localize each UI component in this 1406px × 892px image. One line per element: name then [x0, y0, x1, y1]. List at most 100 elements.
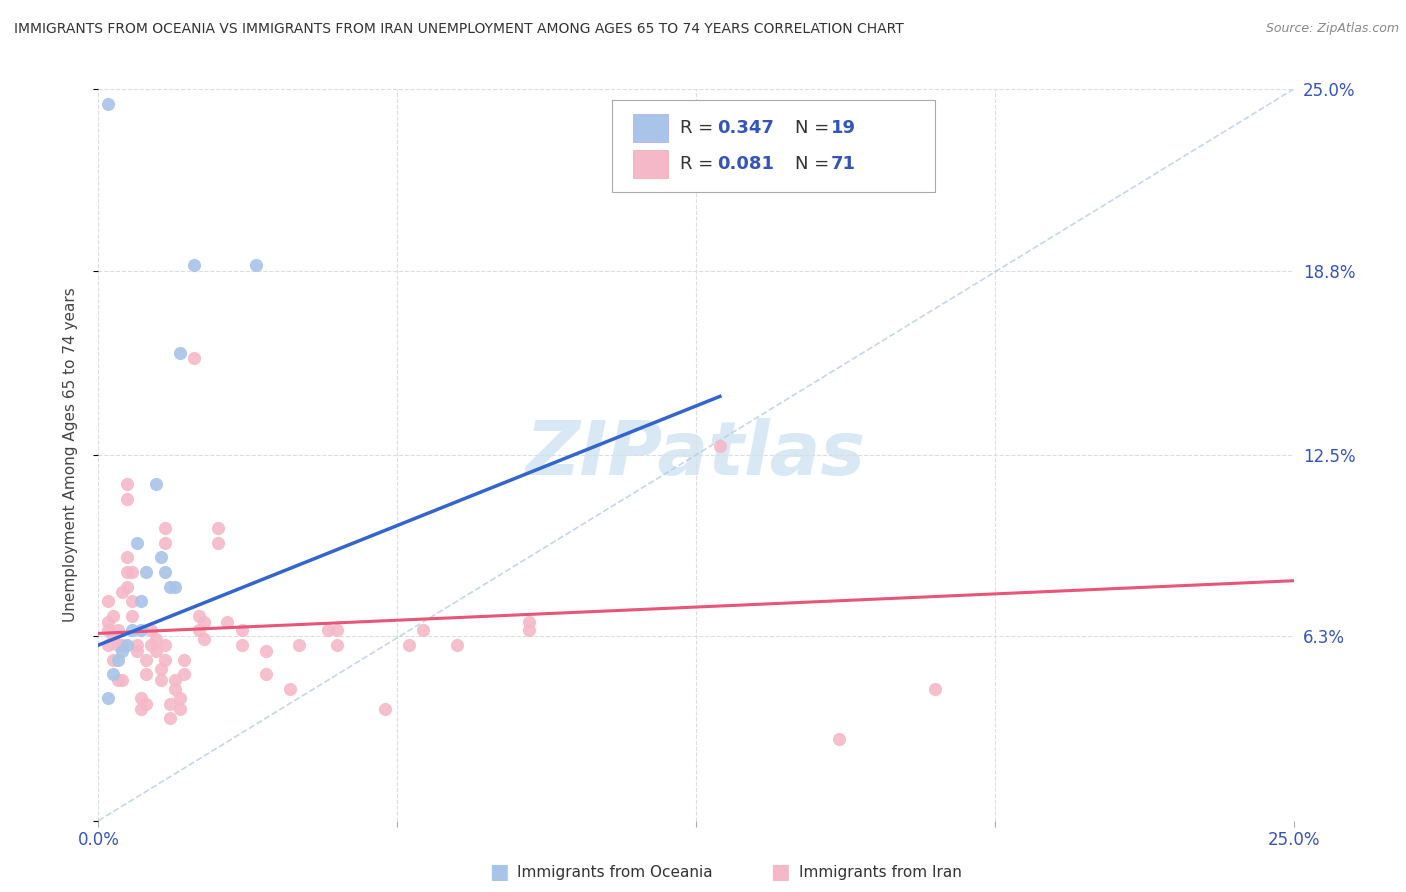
Point	[107, 653, 129, 667]
Point	[446, 638, 468, 652]
Point	[231, 624, 253, 638]
Point	[145, 644, 167, 658]
Point	[155, 535, 177, 549]
Point	[145, 632, 167, 647]
Point	[398, 638, 420, 652]
Point	[187, 608, 209, 623]
Point	[163, 673, 186, 688]
Point	[111, 673, 134, 688]
Point	[169, 702, 191, 716]
Text: ■: ■	[489, 863, 509, 882]
Point	[163, 681, 186, 696]
Point	[139, 624, 162, 638]
Text: Immigrants from Iran: Immigrants from Iran	[799, 865, 962, 880]
Point	[145, 477, 167, 491]
Point	[121, 594, 143, 608]
Point	[326, 638, 349, 652]
Point	[149, 661, 172, 675]
Text: 71: 71	[831, 155, 856, 173]
Point	[207, 535, 229, 549]
Point	[115, 491, 138, 506]
Point	[135, 697, 157, 711]
Bar	[633, 114, 668, 142]
Point	[115, 550, 138, 565]
Point	[169, 690, 191, 705]
Point	[159, 711, 181, 725]
Point	[97, 638, 120, 652]
Point	[139, 638, 162, 652]
Point	[828, 731, 851, 746]
Point	[121, 565, 143, 579]
Point	[217, 615, 239, 629]
FancyBboxPatch shape	[613, 100, 935, 192]
Text: N =: N =	[796, 155, 835, 173]
Point	[131, 690, 153, 705]
Point	[169, 345, 191, 359]
Point	[155, 565, 177, 579]
Point	[155, 521, 177, 535]
Point	[374, 702, 396, 716]
Point	[125, 644, 148, 658]
Point	[101, 608, 124, 623]
Text: ■: ■	[770, 863, 790, 882]
Text: 19: 19	[831, 119, 856, 137]
Point	[245, 258, 267, 272]
Point	[131, 702, 153, 716]
Point	[125, 638, 148, 652]
Point	[159, 580, 181, 594]
Point	[254, 667, 277, 681]
Point	[924, 681, 946, 696]
Point	[101, 653, 124, 667]
Point	[163, 580, 186, 594]
Text: R =: R =	[681, 119, 720, 137]
Point	[207, 521, 229, 535]
Point	[97, 624, 120, 638]
Point	[173, 653, 195, 667]
Point	[517, 624, 540, 638]
Text: ZIPatlas: ZIPatlas	[526, 418, 866, 491]
Point	[107, 638, 129, 652]
Point	[254, 644, 277, 658]
Point	[131, 594, 153, 608]
Point	[115, 477, 138, 491]
Text: N =: N =	[796, 119, 835, 137]
Point	[187, 624, 209, 638]
Point	[149, 550, 172, 565]
Point	[121, 608, 143, 623]
Point	[125, 535, 148, 549]
Bar	[633, 150, 668, 178]
Point	[97, 690, 120, 705]
Point	[97, 594, 120, 608]
Point	[149, 673, 172, 688]
Point	[107, 673, 129, 688]
Point	[121, 624, 143, 638]
Point	[111, 585, 134, 599]
Point	[517, 615, 540, 629]
Point	[193, 615, 215, 629]
Point	[316, 624, 339, 638]
Point	[193, 632, 215, 647]
Text: Immigrants from Oceania: Immigrants from Oceania	[517, 865, 713, 880]
Point	[135, 565, 157, 579]
Point	[97, 96, 120, 111]
Point	[111, 638, 134, 652]
Point	[288, 638, 311, 652]
Text: R =: R =	[681, 155, 720, 173]
Point	[115, 638, 138, 652]
Text: 0.347: 0.347	[717, 119, 775, 137]
Point	[173, 667, 195, 681]
Point	[412, 624, 434, 638]
Point	[115, 580, 138, 594]
Text: IMMIGRANTS FROM OCEANIA VS IMMIGRANTS FROM IRAN UNEMPLOYMENT AMONG AGES 65 TO 74: IMMIGRANTS FROM OCEANIA VS IMMIGRANTS FR…	[14, 22, 904, 37]
Point	[231, 638, 253, 652]
Point	[101, 629, 124, 643]
Point	[97, 615, 120, 629]
Point	[709, 439, 731, 453]
Point	[115, 565, 138, 579]
Point	[111, 644, 134, 658]
Point	[159, 697, 181, 711]
Point	[183, 351, 205, 366]
Point	[326, 624, 349, 638]
Point	[183, 258, 205, 272]
Y-axis label: Unemployment Among Ages 65 to 74 years: Unemployment Among Ages 65 to 74 years	[63, 287, 77, 623]
